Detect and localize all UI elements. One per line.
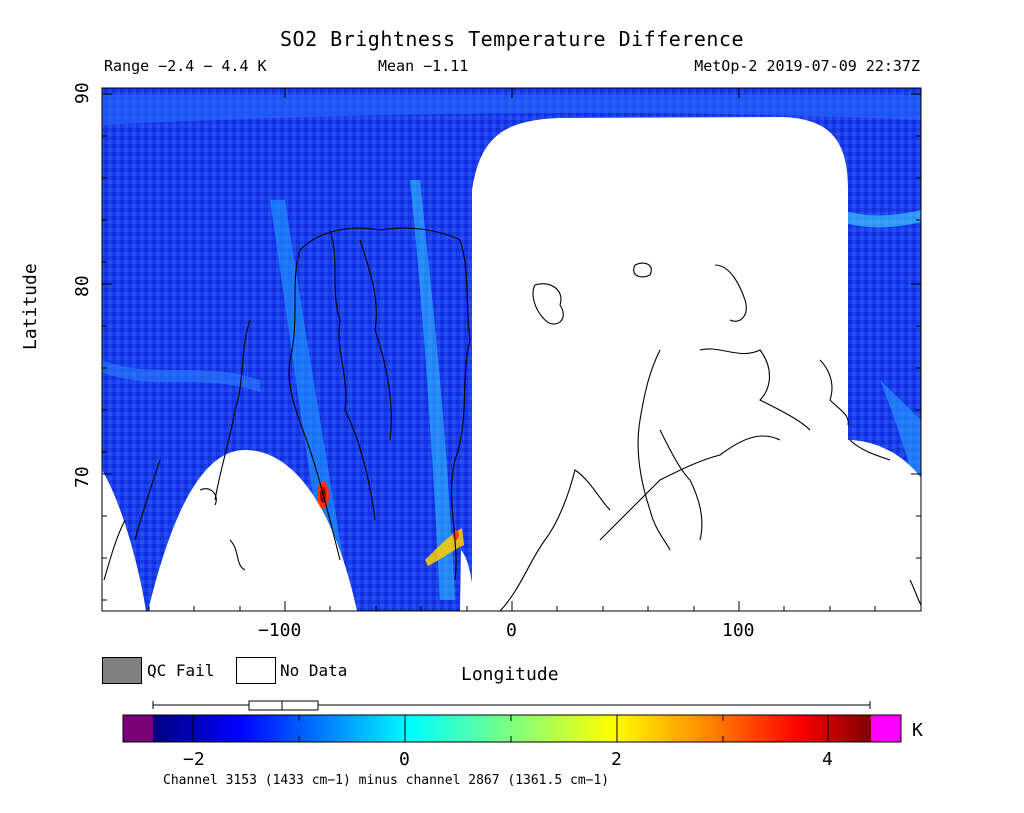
no-data-label: No Data xyxy=(280,661,348,680)
x-tick-label: 0 xyxy=(506,620,517,641)
y-tick-label: 90 xyxy=(72,82,93,104)
x-tick-label: 100 xyxy=(722,620,755,641)
colorbar-gradient xyxy=(153,715,871,742)
y-axis-label: Latitude xyxy=(20,263,41,350)
no-data-region xyxy=(472,117,921,611)
qc-fail-label: QC Fail xyxy=(147,661,215,680)
no-data-swatch xyxy=(236,657,276,684)
satellite-time-label: MetOp-2 2019-07-09 22:37Z xyxy=(694,57,920,75)
colorbar-unit: K xyxy=(912,720,923,741)
coastlines xyxy=(103,227,921,611)
chart-title: SO2 Brightness Temperature Difference xyxy=(279,27,745,51)
range-label: Range −2.4 − 4.4 K xyxy=(104,57,267,75)
colorbar-tick-label: 2 xyxy=(611,749,622,770)
x-axis-label: Longitude xyxy=(461,664,559,685)
channel-caption: Channel 3153 (1433 cm−1) minus channel 2… xyxy=(163,773,610,788)
no-data-region xyxy=(102,470,146,611)
heatmap-field xyxy=(102,88,921,611)
colorbar-tick-label: −2 xyxy=(183,749,205,770)
colorbar-overflow xyxy=(871,715,901,742)
mean-label: Mean −1.11 xyxy=(378,57,469,75)
y-tick-label: 70 xyxy=(72,466,93,488)
colorbar-tick-label: 0 xyxy=(399,749,410,770)
colorbar-tick-label: 4 xyxy=(822,749,833,770)
x-tick-label: −100 xyxy=(258,620,302,641)
y-tick-label: 80 xyxy=(72,275,93,297)
colorbar-underflow xyxy=(123,715,153,742)
colorbar xyxy=(122,714,902,743)
axis-ticks xyxy=(102,88,921,611)
qc-fail-swatch xyxy=(102,657,142,684)
distribution-boxplot xyxy=(152,700,871,711)
